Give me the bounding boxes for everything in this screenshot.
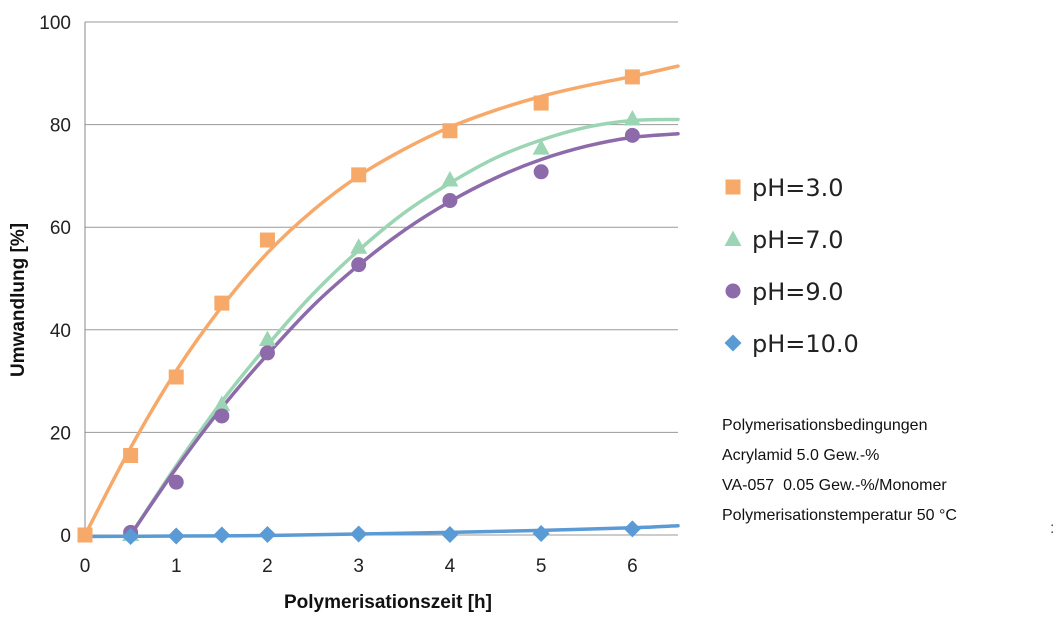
y-tick-label: 60 — [50, 218, 71, 239]
legend-marker-1 — [725, 179, 741, 195]
data-point-series-1 — [259, 232, 275, 248]
conditions-title: Polymerisationsbedingungen — [722, 417, 928, 434]
legend: pH=3.0 pH=7.0 pH=9.0 pH=10.0 — [724, 174, 859, 358]
data-markers — [77, 69, 641, 546]
data-point-series-1 — [533, 95, 549, 111]
data-point-series-3 — [351, 257, 367, 273]
y-axis-title: Umwandlung [%] — [8, 223, 29, 377]
y-tick-label: 40 — [50, 321, 71, 342]
x-tick-label: 6 — [627, 556, 638, 577]
data-point-series-1 — [214, 295, 230, 311]
x-axis-title: Polymerisationszeit [h] — [284, 592, 492, 613]
data-point-series-4 — [623, 520, 641, 538]
data-point-series-4 — [350, 525, 368, 543]
data-point-series-1 — [123, 447, 139, 463]
fit-curve-series-2 — [128, 117, 680, 537]
fit-curves — [83, 64, 680, 539]
data-point-series-1 — [624, 69, 640, 85]
data-point-series-3 — [624, 127, 640, 143]
data-point-series-2 — [441, 170, 459, 187]
edge-glyph: : — [1050, 520, 1055, 537]
x-tick-label: 2 — [262, 556, 273, 577]
x-tick-label: 4 — [445, 556, 456, 577]
y-axis-ticks: 0 20 40 60 80 100 — [39, 13, 71, 547]
data-point-series-4 — [258, 525, 276, 543]
legend-label-4: pH=10.0 — [752, 330, 859, 358]
x-tick-label: 3 — [353, 556, 364, 577]
data-point-series-1 — [351, 167, 367, 183]
y-tick-label: 80 — [50, 116, 71, 137]
conditions-line-3: Polymerisationstemperatur 50 °C — [722, 507, 957, 524]
data-point-series-1 — [442, 123, 458, 139]
y-tick-label: 20 — [50, 423, 71, 444]
data-point-series-2 — [258, 330, 276, 347]
data-point-series-3 — [259, 345, 275, 361]
x-tick-label: 5 — [536, 556, 547, 577]
data-point-series-1 — [77, 527, 93, 543]
y-tick-label: 0 — [60, 526, 71, 547]
data-point-series-2 — [350, 238, 368, 254]
y-tick-label: 100 — [39, 13, 71, 34]
legend-label-2: pH=7.0 — [752, 226, 844, 254]
fit-curve-series-1 — [83, 64, 680, 537]
data-point-series-4 — [167, 527, 185, 545]
conditions-line-2: VA-057 0.05 Gew.-%/Monomer — [722, 477, 947, 494]
legend-label-1: pH=3.0 — [752, 174, 844, 202]
data-point-series-2 — [623, 109, 641, 126]
data-point-series-3 — [533, 164, 549, 180]
data-point-series-3 — [168, 474, 184, 490]
data-point-series-3 — [442, 193, 458, 209]
legend-marker-3 — [725, 283, 741, 299]
x-axis-ticks: 0 1 2 3 4 5 6 — [80, 556, 638, 577]
data-point-series-4 — [532, 524, 550, 542]
legend-marker-2 — [724, 230, 742, 246]
data-point-series-4 — [441, 525, 459, 543]
x-tick-label: 1 — [171, 556, 182, 577]
data-point-series-2 — [213, 395, 231, 412]
fit-curve-series-3 — [128, 132, 680, 537]
gridlines — [84, 21, 678, 536]
x-tick-label: 0 — [80, 556, 91, 577]
data-point-series-4 — [122, 528, 140, 546]
data-point-series-3 — [214, 408, 230, 424]
data-point-series-2 — [532, 139, 550, 155]
data-point-series-4 — [213, 526, 231, 544]
data-point-series-1 — [168, 369, 184, 385]
legend-label-3: pH=9.0 — [752, 278, 844, 306]
conditions-line-1: Acrylamid 5.0 Gew.-% — [722, 447, 880, 464]
legend-marker-4 — [724, 334, 742, 352]
